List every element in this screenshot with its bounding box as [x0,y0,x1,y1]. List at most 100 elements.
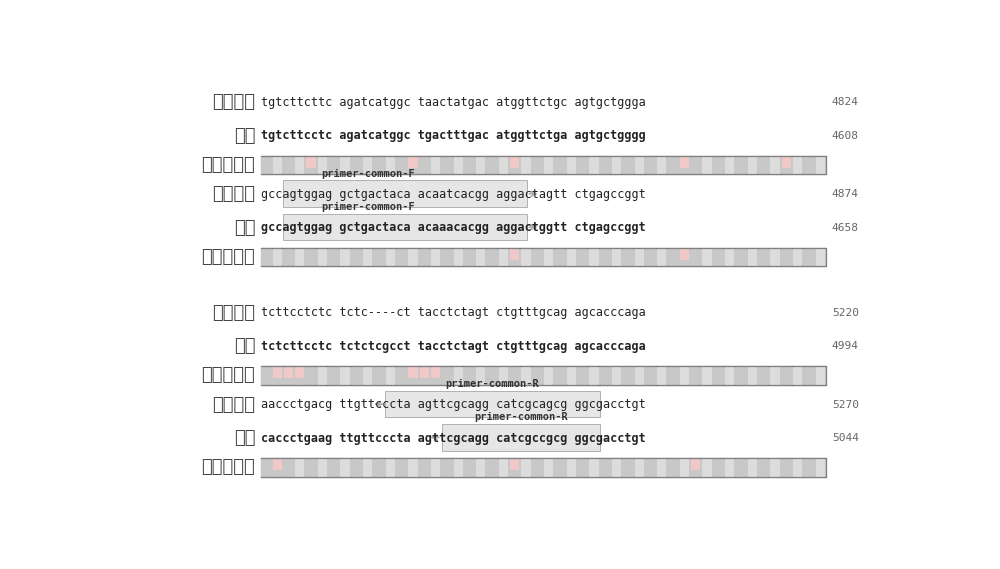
Bar [408,156,418,168]
Text: 大西洋鲦: 大西洋鲦 [212,396,255,414]
Bar [601,458,610,477]
Bar [261,248,270,266]
Bar [578,458,587,477]
Text: 大西洋鲦: 大西洋鲦 [212,93,255,112]
Bar [386,458,395,477]
Bar [273,366,282,378]
Bar [770,458,780,477]
Bar [261,458,270,477]
Bar [340,366,350,385]
Text: tgtcttcttc agatcatggc taactatgac atggttctgc agtgctggga: tgtcttcttc agatcatggc taactatgac atggttc… [261,96,645,109]
Bar [589,156,599,174]
Bar [623,156,633,174]
Bar [589,248,599,266]
Bar [499,458,508,477]
Bar [329,248,338,266]
Bar [386,156,395,174]
Bar [748,156,757,174]
Bar [714,458,723,477]
Bar [283,214,527,241]
Bar [646,156,655,174]
Bar [714,366,723,385]
Bar [306,366,316,385]
Text: 序列保守性: 序列保守性 [201,366,255,385]
Bar [725,366,734,385]
Bar [295,156,304,174]
Text: 5220: 5220 [832,308,859,318]
Bar [793,458,802,477]
Bar [635,156,644,174]
Bar [510,470,519,477]
Bar [793,156,802,174]
Text: primer-common-R: primer-common-R [474,413,568,422]
Bar [273,378,282,385]
Bar [510,260,519,266]
Bar [510,366,519,385]
Text: 虹鳟: 虹鳟 [234,218,255,237]
Bar [476,248,485,266]
Bar [804,366,814,385]
Bar [499,156,508,174]
Bar [646,366,655,385]
Bar [261,366,826,385]
Bar [521,156,531,174]
Bar [555,248,565,266]
Bar [589,366,599,385]
Bar [261,156,826,174]
Bar [736,458,746,477]
Bar [499,248,508,266]
Bar [420,156,429,174]
Bar [329,366,338,385]
Bar [782,458,791,477]
Bar [657,248,666,266]
Text: 4874: 4874 [832,189,859,200]
Text: 大西洋鲦: 大西洋鲦 [212,304,255,321]
Bar [702,248,712,266]
Text: gccagtggag gctgactaca acaaacacgg aggactggtt ctgagccggt: gccagtggag gctgactaca acaaacacgg aggactg… [261,221,645,234]
Bar [283,180,527,207]
Bar [476,458,485,477]
Text: tgtcttcctc agatcatggc tgactttgac atggttctga agtgctgggg: tgtcttcctc agatcatggc tgactttgac atggttc… [261,129,645,142]
Bar [284,248,293,266]
Bar [397,366,406,385]
Text: 5044: 5044 [832,433,859,443]
Bar [567,458,576,477]
Bar [306,168,316,174]
Bar [329,458,338,477]
Bar [420,366,429,378]
Bar [295,458,304,477]
Bar [601,366,610,385]
Bar [578,248,587,266]
Bar [374,366,384,385]
Bar [759,366,768,385]
Bar [261,156,270,174]
Bar [487,248,497,266]
Bar [635,366,644,385]
Text: 虹鳟: 虹鳟 [234,429,255,447]
Bar [374,156,384,174]
Bar [736,156,746,174]
Text: primer-common-F: primer-common-F [322,202,415,212]
Bar [793,366,802,385]
Bar [386,366,395,385]
Bar [680,366,689,385]
Text: 序列保守性: 序列保守性 [201,248,255,266]
Bar [680,248,689,260]
Bar [782,168,791,174]
Bar [465,458,474,477]
Bar [589,458,599,477]
Bar [318,366,327,385]
Bar [567,156,576,174]
Bar [691,366,700,385]
Bar [623,458,633,477]
Bar [487,366,497,385]
Bar [736,248,746,266]
Bar [363,366,372,385]
Bar [499,366,508,385]
Bar [555,458,565,477]
Bar [544,248,553,266]
Bar [657,366,666,385]
Bar [284,366,293,378]
Bar [363,156,372,174]
Bar [612,156,621,174]
